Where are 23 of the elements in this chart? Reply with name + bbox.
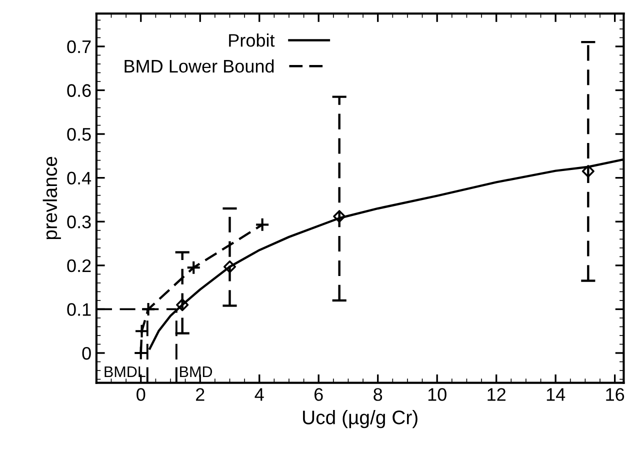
x-tick-label: 4 (254, 388, 264, 401)
x-axis-title: Ucd (µg/g Cr) (303, 410, 418, 428)
y-tick-label: 0.6 (67, 84, 91, 97)
legend-label: Probit (229, 34, 275, 47)
x-tick-label: 12 (488, 388, 506, 401)
x-tick-label: 16 (606, 388, 624, 401)
y-tick-label: 0.1 (67, 303, 91, 316)
legend-label: BMD Lower Bound (124, 59, 274, 73)
y-tick-label: 0.5 (67, 128, 91, 141)
y-tick-label: 0.2 (67, 259, 91, 272)
x-tick-label: 0 (136, 388, 146, 401)
x-tick-label: 2 (196, 388, 204, 401)
x-tick-label: 10 (428, 388, 446, 401)
y-tick-label: 0 (82, 346, 91, 360)
x-tick-label: 8 (374, 388, 382, 401)
y-tick-label: 0.3 (67, 216, 91, 228)
y-tick-label: 0.4 (67, 172, 92, 185)
x-tick-label: 6 (314, 388, 323, 401)
y-axis-title: prevlance (42, 156, 61, 240)
x-tick-label: 14 (546, 388, 566, 401)
ref-line-label: BMDL (104, 366, 146, 377)
ref-line-label: BMD (180, 366, 212, 377)
y-tick-label: 0.7 (67, 40, 91, 54)
